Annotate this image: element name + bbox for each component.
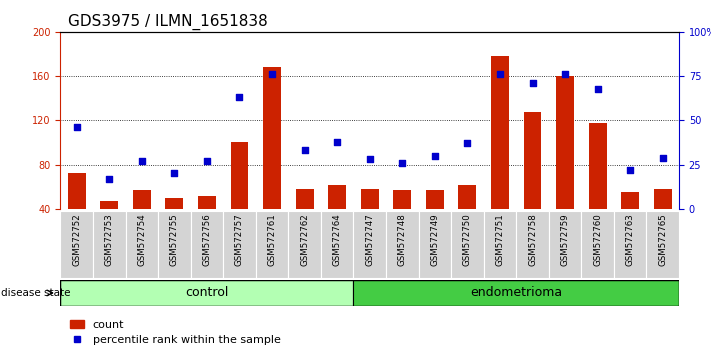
Bar <box>68 173 85 209</box>
Point <box>136 158 147 164</box>
Bar <box>100 201 118 209</box>
Bar <box>483 211 516 278</box>
Bar <box>491 56 509 209</box>
Bar <box>198 195 216 209</box>
Bar <box>328 184 346 209</box>
Bar <box>60 211 93 278</box>
Legend: count, percentile rank within the sample: count, percentile rank within the sample <box>66 315 285 350</box>
Bar <box>263 67 281 209</box>
Bar <box>614 211 646 278</box>
Point <box>592 86 604 91</box>
Point <box>429 153 441 159</box>
Bar <box>158 211 191 278</box>
Bar <box>589 122 606 209</box>
Point <box>494 72 506 77</box>
Point <box>331 139 343 144</box>
Bar <box>646 211 679 278</box>
Text: GSM572748: GSM572748 <box>397 213 407 266</box>
Bar <box>296 189 314 209</box>
Text: GSM572761: GSM572761 <box>267 213 277 266</box>
Text: GSM572764: GSM572764 <box>333 213 342 266</box>
Text: GSM572762: GSM572762 <box>300 213 309 266</box>
Bar <box>654 189 672 209</box>
Bar <box>191 211 223 278</box>
Bar <box>582 211 614 278</box>
Text: endometrioma: endometrioma <box>470 286 562 299</box>
Bar <box>459 184 476 209</box>
Point <box>364 156 375 162</box>
Text: GSM572757: GSM572757 <box>235 213 244 266</box>
Bar <box>556 76 574 209</box>
Bar <box>60 280 353 306</box>
Point <box>527 80 538 86</box>
Text: GDS3975 / ILMN_1651838: GDS3975 / ILMN_1651838 <box>68 14 267 30</box>
Point <box>624 167 636 173</box>
Point <box>201 158 213 164</box>
Bar <box>223 211 256 278</box>
Text: GSM572755: GSM572755 <box>170 213 179 266</box>
Bar <box>621 192 639 209</box>
Text: GSM572749: GSM572749 <box>430 213 439 266</box>
Point <box>461 141 473 146</box>
Bar <box>230 142 248 209</box>
Bar <box>419 211 451 278</box>
Bar <box>93 211 126 278</box>
Point <box>397 160 408 166</box>
Bar <box>166 198 183 209</box>
Point <box>71 125 82 130</box>
Text: GSM572753: GSM572753 <box>105 213 114 266</box>
Bar <box>386 211 419 278</box>
Bar <box>353 280 679 306</box>
Text: disease state: disease state <box>1 288 70 298</box>
Text: GSM572758: GSM572758 <box>528 213 537 266</box>
Bar <box>393 190 411 209</box>
Bar <box>426 190 444 209</box>
Point <box>169 171 180 176</box>
Bar <box>126 211 158 278</box>
Text: GSM572754: GSM572754 <box>137 213 146 266</box>
Text: GSM572752: GSM572752 <box>73 213 81 266</box>
Bar <box>321 211 353 278</box>
Text: control: control <box>186 286 229 299</box>
Text: GSM572750: GSM572750 <box>463 213 472 266</box>
Text: GSM572756: GSM572756 <box>203 213 211 266</box>
Text: GSM572763: GSM572763 <box>626 213 635 266</box>
Point <box>560 72 571 77</box>
Bar <box>360 189 379 209</box>
Bar <box>451 211 483 278</box>
Bar <box>256 211 289 278</box>
Text: GSM572765: GSM572765 <box>658 213 667 266</box>
Bar <box>289 211 321 278</box>
Bar <box>516 211 549 278</box>
Point <box>234 95 245 100</box>
Point <box>267 72 278 77</box>
Bar <box>133 190 151 209</box>
Text: GSM572759: GSM572759 <box>560 213 570 266</box>
Text: GSM572760: GSM572760 <box>593 213 602 266</box>
Bar <box>353 211 386 278</box>
Point <box>299 148 310 153</box>
Point <box>104 176 115 182</box>
Bar <box>549 211 582 278</box>
Point <box>657 155 668 160</box>
Text: GSM572751: GSM572751 <box>496 213 504 266</box>
Bar <box>523 112 542 209</box>
Text: GSM572747: GSM572747 <box>365 213 374 266</box>
